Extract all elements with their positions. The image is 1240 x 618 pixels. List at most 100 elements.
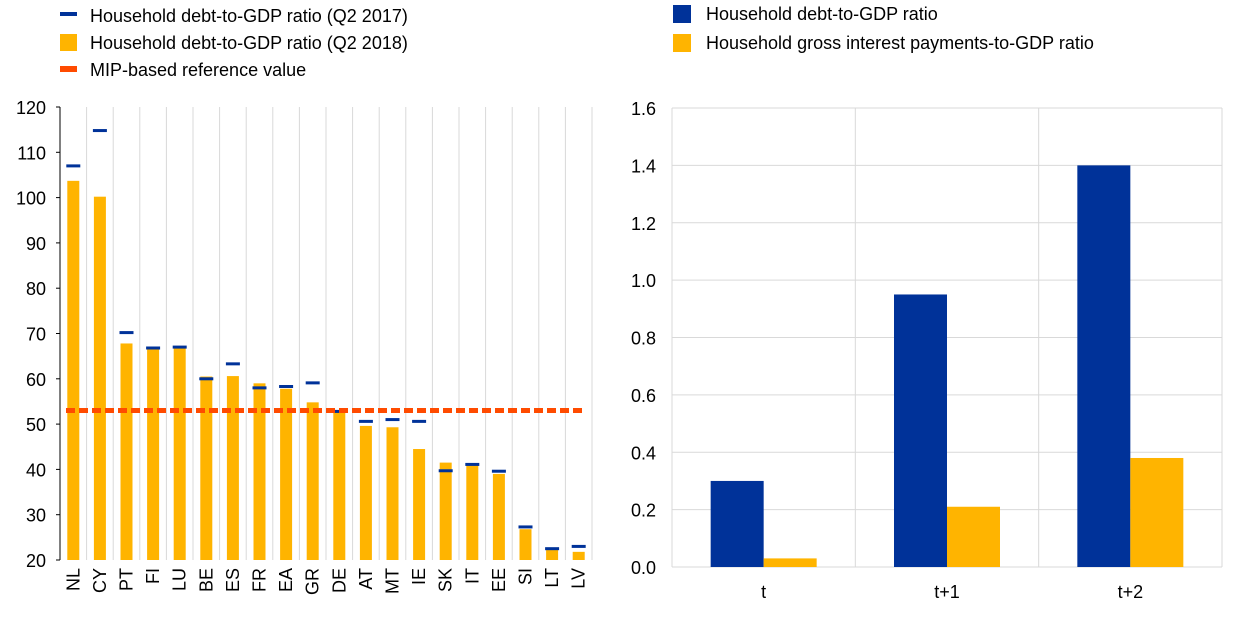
left-x-tick-label: IT (462, 568, 482, 584)
left-bar-q2-2018 (147, 349, 160, 560)
left-bar-q2-2018 (572, 551, 585, 560)
left-x-tick-label: GR (303, 568, 323, 595)
legend-label-debt: Household debt-to-GDP ratio (706, 4, 938, 24)
left-bar-q2-2018 (492, 473, 505, 560)
left-y-tick-label: 80 (26, 279, 46, 299)
left-marker-q2-2017 (225, 362, 240, 366)
left-x-tick-label: FI (143, 568, 163, 584)
left-bar-q2-2018 (173, 348, 186, 560)
left-marker-q2-2017 (412, 419, 427, 423)
right-y-tick-label: 1.2 (631, 214, 656, 234)
right-bar-debt (894, 294, 947, 567)
left-marker-q2-2017 (172, 345, 187, 349)
left-bar-q2-2018 (439, 462, 452, 560)
left-bar-q2-2018 (67, 180, 80, 561)
left-x-tick-label: FR (250, 568, 270, 592)
legend-swatch-q2-2017 (60, 12, 77, 16)
left-marker-q2-2017 (92, 129, 107, 133)
left-marker-q2-2017 (571, 544, 586, 548)
left-x-tick-label: PT (117, 568, 137, 591)
legend-swatch-interest (673, 34, 691, 52)
left-bar-q2-2018 (359, 425, 372, 560)
left-x-tick-label: BE (196, 568, 216, 592)
left-bar-q2-2018 (253, 383, 266, 560)
left-bar-q2-2018 (200, 376, 213, 560)
left-y-tick-label: 70 (26, 325, 46, 345)
left-bar-q2-2018 (466, 465, 479, 560)
left-bar-q2-2018 (120, 343, 133, 560)
right-x-tick-label: t+2 (1118, 582, 1144, 602)
right-legend: Household debt-to-GDP ratio Household gr… (673, 4, 1094, 53)
left-x-tick-label: DE (329, 568, 349, 593)
left-marker-q2-2017 (279, 385, 294, 389)
left-marker-q2-2017 (358, 419, 373, 423)
left-marker-q2-2017 (385, 418, 400, 422)
left-y-tick-label: 40 (26, 460, 46, 480)
legend-label-q2-2018: Household debt-to-GDP ratio (Q2 2018) (90, 33, 408, 53)
left-marker-q2-2017 (146, 346, 161, 350)
left-legend: Household debt-to-GDP ratio (Q2 2017) Ho… (60, 6, 408, 80)
left-y-tick-label: 60 (26, 370, 46, 390)
left-marker-q2-2017 (438, 469, 453, 473)
left-y-tick-label: 50 (26, 415, 46, 435)
legend-swatch-q2-2018 (60, 34, 77, 51)
left-marker-q2-2017 (252, 386, 267, 390)
left-x-tick-label: CY (90, 568, 110, 593)
right-chart-plot-area: 0.0 0.2 0.4 0.6 0.8 1.0 1.2 1.4 1.6 t t+1 t+2 (631, 99, 1223, 602)
left-bar-q2-2018 (413, 449, 426, 560)
left-bar-q2-2018 (333, 410, 346, 560)
right-y-tick-label: 0.2 (631, 501, 656, 521)
left-x-tick-label: LT (542, 568, 562, 588)
left-x-tick-label: ES (223, 568, 243, 592)
left-x-tick-label: EE (489, 568, 509, 592)
left-marker-q2-2017 (199, 377, 214, 381)
right-x-tick-label: t (761, 582, 766, 602)
left-y-tick-label: 20 (26, 551, 46, 571)
right-y-tick-label: 0.8 (631, 329, 656, 349)
left-x-tick-label: NL (63, 568, 83, 591)
legend-swatch-debt (673, 5, 691, 23)
right-y-tick-label: 0.0 (631, 558, 656, 578)
right-bar-debt (1077, 165, 1131, 567)
right-bar-interest (947, 506, 1000, 567)
left-x-tick-label: MT (383, 568, 403, 594)
right-y-tick-label: 1.0 (631, 271, 656, 291)
legend-label-interest: Household gross interest payments-to-GDP… (706, 33, 1094, 53)
left-bar-q2-2018 (386, 427, 399, 560)
right-bar-interest (1130, 457, 1184, 567)
left-x-tick-label: SI (516, 568, 536, 585)
left-marker-q2-2017 (545, 547, 560, 551)
left-bar-q2-2018 (226, 376, 239, 560)
left-x-tick-label: AT (356, 568, 376, 590)
right-y-tick-label: 0.6 (631, 386, 656, 406)
left-x-tick-label: SK (436, 568, 456, 592)
left-bar-q2-2018 (306, 402, 319, 560)
left-y-tick-label: 100 (16, 189, 46, 209)
left-y-tick-label: 120 (16, 98, 46, 118)
left-marker-q2-2017 (465, 462, 480, 466)
legend-label-q2-2017: Household debt-to-GDP ratio (Q2 2017) (90, 6, 408, 26)
right-x-tick-label: t+1 (934, 582, 960, 602)
right-bar-debt (710, 480, 764, 567)
left-x-tick-label: LV (569, 568, 589, 589)
left-marker-q2-2017 (518, 525, 533, 529)
left-marker-q2-2017 (305, 381, 320, 385)
right-bar-interest (763, 558, 817, 567)
left-chart-plot-area: 20 30 40 50 60 70 80 90 100 110 120 NL CY PT FI LU BE ES F… (16, 98, 593, 595)
left-y-tick-label: 30 (26, 506, 46, 526)
left-y-tick-label: 110 (17, 143, 46, 163)
left-x-tick-label: EA (276, 568, 296, 592)
left-y-tick-label: 90 (26, 234, 46, 254)
right-y-tick-label: 1.6 (631, 99, 656, 119)
left-x-tick-label: LU (170, 568, 190, 591)
left-x-tick-label: IE (409, 568, 429, 585)
left-bar-q2-2018 (519, 529, 532, 560)
left-bar-q2-2018 (93, 196, 106, 560)
left-marker-q2-2017 (66, 164, 81, 168)
legend-label-reference: MIP-based reference value (90, 60, 306, 80)
right-y-tick-label: 1.4 (631, 156, 656, 176)
legend-swatch-reference (60, 66, 77, 72)
left-bar-q2-2018 (546, 550, 559, 560)
left-marker-q2-2017 (119, 331, 134, 335)
